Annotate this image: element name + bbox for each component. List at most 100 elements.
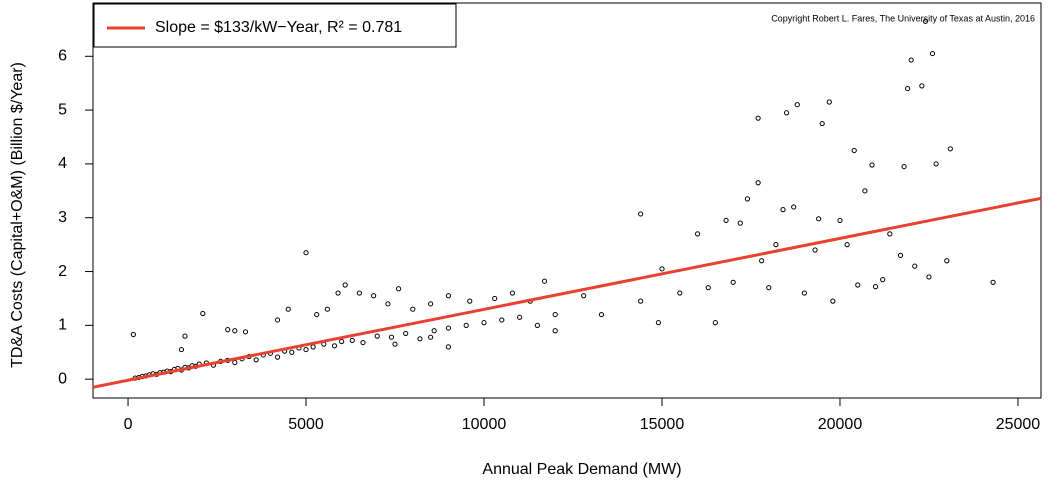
scatter-point	[755, 180, 761, 186]
scatter-point	[830, 298, 836, 304]
scatter-point	[499, 317, 505, 323]
scatter-point	[791, 204, 797, 210]
scatter-point	[755, 115, 761, 121]
scatter-point	[360, 339, 366, 346]
scatter-point	[816, 216, 822, 222]
scatter-point	[356, 290, 363, 296]
scatter-point	[908, 57, 914, 63]
scatter-point	[812, 247, 818, 253]
scatter-point	[862, 188, 868, 194]
scatter-point	[385, 301, 391, 307]
scatter-point	[887, 231, 893, 237]
scatter-point	[467, 298, 473, 304]
scatter-point	[339, 338, 345, 345]
scatter-point	[200, 310, 206, 317]
scatter-point	[759, 258, 765, 264]
scatter-point	[431, 328, 437, 334]
scatter-point	[182, 333, 188, 339]
scatter-point	[801, 290, 807, 296]
scatter-point	[783, 110, 790, 116]
y-tick-label: 4	[58, 155, 67, 172]
scatter-point	[929, 50, 936, 57]
scatter-point	[428, 334, 434, 340]
y-tick-label: 5	[58, 101, 67, 118]
scatter-point	[517, 314, 523, 320]
y-tick-label: 1	[58, 317, 67, 334]
scatter-point	[395, 286, 402, 292]
y-tick-label: 0	[58, 370, 67, 387]
scatter-point	[410, 306, 416, 312]
scatter-point	[349, 337, 355, 344]
scatter-point	[926, 274, 932, 280]
fit-line	[92, 196, 1042, 389]
scatter-point	[794, 102, 800, 108]
scatter-point	[324, 306, 330, 312]
y-tick-label: 6	[58, 47, 67, 64]
scatter-point	[342, 282, 348, 288]
scatter-point	[744, 196, 751, 202]
scatter-point	[130, 331, 136, 338]
scatter-point	[335, 290, 341, 296]
x-tick-label: 10000	[462, 416, 507, 433]
scatter-point	[712, 320, 718, 326]
scatter-point	[445, 344, 452, 350]
scatter-point	[723, 217, 729, 224]
scatter-point	[392, 341, 398, 347]
scatter-point	[905, 85, 911, 92]
scatter-point	[933, 161, 939, 167]
scatter-point	[481, 320, 487, 326]
scatter-point	[737, 220, 743, 226]
scatter-point	[638, 211, 644, 217]
scatter-point	[403, 330, 409, 337]
scatter-point	[253, 357, 259, 363]
scatter-point	[947, 146, 953, 152]
scatter-point	[552, 311, 558, 318]
scatter-point	[303, 250, 309, 256]
scatter-point	[552, 328, 558, 334]
scatter-point	[705, 285, 711, 291]
scatter-point	[445, 293, 452, 299]
scatter-point	[428, 301, 434, 307]
scatter-point	[232, 359, 238, 366]
scatter-point	[773, 242, 779, 248]
scatter-point	[310, 344, 316, 350]
scatter-point	[303, 346, 309, 353]
scatter-point	[388, 334, 395, 340]
scatter-point	[990, 279, 996, 285]
scatter-point	[178, 346, 185, 353]
scatter-point	[855, 282, 861, 288]
x-axis-title: Annual Peak Demand (MW)	[482, 461, 681, 478]
x-tick-label: 0	[124, 416, 133, 433]
scatter-point	[677, 290, 683, 296]
scatter-point	[509, 290, 516, 296]
y-axis-title: TD&A Costs (Capital+O&M) (Billion $/Year…	[9, 62, 26, 368]
scatter-point	[225, 327, 231, 333]
x-tick-label: 25000	[996, 416, 1041, 433]
scatter-point	[819, 120, 825, 127]
scatter-point	[944, 258, 950, 264]
plot-frame	[92, 2, 1042, 399]
scatter-point	[851, 147, 857, 154]
scatter-point	[897, 252, 904, 258]
scatter-point	[766, 285, 772, 291]
scatter-point	[289, 349, 295, 355]
scatter-point	[912, 263, 918, 269]
scatter-point	[780, 207, 786, 213]
scatter-point	[274, 354, 281, 360]
scatter-point	[880, 277, 886, 283]
scatter-point	[541, 278, 548, 284]
scatter-point	[492, 295, 498, 302]
x-tick-label: 15000	[640, 416, 685, 433]
scatter-point	[242, 329, 249, 335]
scatter-point	[374, 333, 380, 339]
scatter-point	[638, 298, 644, 304]
scatter-point	[285, 306, 291, 312]
scatter-point	[872, 284, 879, 290]
scatter-point	[837, 217, 843, 224]
x-tick-label: 20000	[818, 416, 863, 433]
scatter-point	[922, 18, 929, 24]
scatter-point	[694, 231, 701, 237]
scatter-point	[314, 311, 320, 318]
scatter-point	[232, 328, 238, 334]
